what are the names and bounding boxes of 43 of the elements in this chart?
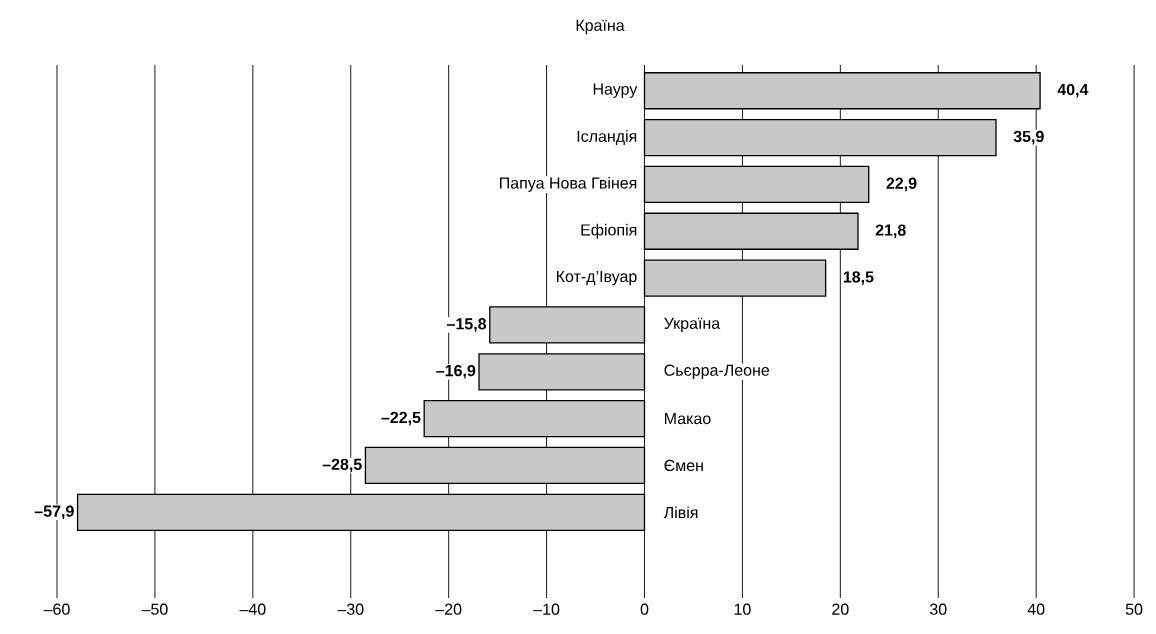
- bar: [489, 306, 646, 344]
- data-label: 40,4: [1057, 83, 1089, 98]
- x-tick-label: 50: [1125, 603, 1143, 615]
- x-tick-label: 20: [832, 603, 849, 615]
- bar: [364, 446, 646, 485]
- bar: [643, 118, 997, 157]
- x-tick-label: –50: [141, 603, 168, 615]
- data-label: –16,9: [436, 364, 476, 379]
- data-label: 22,9: [886, 177, 917, 192]
- x-tick-label: –40: [239, 603, 266, 615]
- bar: [643, 165, 870, 204]
- bar: [643, 259, 827, 297]
- bar: [643, 212, 859, 250]
- x-tick-label: 0: [640, 603, 649, 615]
- y-tick-label: Науру: [593, 83, 638, 98]
- y-tick-label: Ісландія: [577, 130, 637, 145]
- y-tick-label: Ємен: [664, 459, 703, 472]
- y-tick-label: Сьєрра-Леоне: [664, 364, 770, 380]
- x-tick-label: –60: [43, 603, 70, 615]
- y-tick-label: Кот-д’Івуар: [556, 270, 637, 286]
- bar: [478, 353, 646, 391]
- chart-title: Країна: [576, 19, 625, 35]
- data-label: 35,9: [1013, 130, 1044, 145]
- x-tick-label: 40: [1027, 603, 1045, 615]
- x-tick-label: –20: [435, 603, 462, 615]
- x-tick-label: –30: [337, 603, 364, 615]
- data-label: 18,5: [843, 271, 874, 285]
- data-label: 21,8: [875, 224, 906, 239]
- x-tick-label: –10: [533, 603, 560, 615]
- y-tick-label: Ефіопія: [581, 223, 637, 239]
- y-tick-label: Лівія: [663, 506, 698, 519]
- y-tick-label: Папуа Нова Гвінея: [500, 176, 637, 192]
- data-label: –15,8: [447, 318, 487, 332]
- data-label: –28,5: [322, 458, 362, 473]
- y-tick-label: Україна: [664, 317, 721, 333]
- bar: [76, 493, 646, 531]
- data-label: –22,5: [381, 411, 421, 426]
- x-tick-label: 30: [929, 603, 947, 615]
- x-tick-label: 10: [734, 603, 751, 615]
- data-label: –57,9: [34, 505, 74, 520]
- y-tick-label: Макао: [665, 413, 711, 425]
- bar: [423, 399, 646, 438]
- bar: [643, 72, 1041, 110]
